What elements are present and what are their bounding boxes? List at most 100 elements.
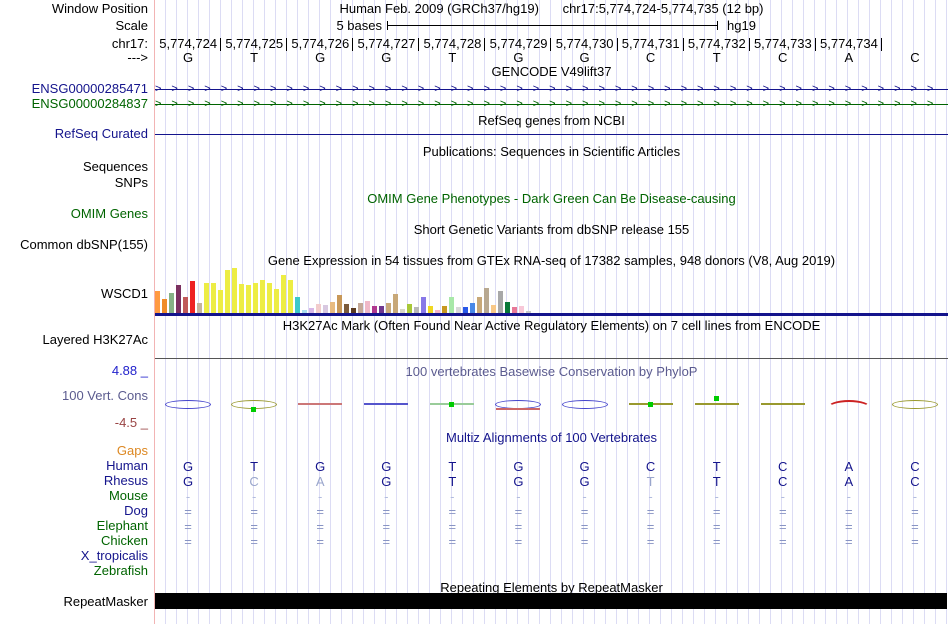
gtex-tissue-bar[interactable]: [302, 310, 307, 313]
gtex-tissue-bar[interactable]: [190, 281, 195, 313]
gtex-tissue-bar[interactable]: [449, 297, 454, 313]
gtex-tissue-bar[interactable]: [365, 301, 370, 313]
alignment-row-chicken[interactable]: = = = = = = = = = = = =: [155, 534, 948, 549]
conservation-glyph[interactable]: [221, 394, 287, 414]
layered-h3k27ac-label[interactable]: Layered H3K27Ac: [42, 332, 148, 347]
gtex-tissue-bar[interactable]: [407, 304, 412, 313]
conservation-glyph[interactable]: [485, 394, 551, 414]
gtex-tissue-bar[interactable]: [197, 303, 202, 313]
gtex-tissue-bar[interactable]: [400, 309, 405, 313]
alignment-row-zebrafish[interactable]: [155, 564, 948, 579]
gtex-tissue-bar[interactable]: [372, 306, 377, 313]
gtex-tissue-bar[interactable]: [526, 311, 531, 313]
species-label-zebrafish[interactable]: Zebrafish: [93, 563, 148, 578]
gtex-tissue-bar[interactable]: [253, 283, 258, 313]
gtex-tissue-bar[interactable]: [463, 307, 468, 313]
gtex-tissue-bar[interactable]: [323, 305, 328, 313]
gtex-tissue-bar[interactable]: [491, 305, 496, 313]
conservation-glyph[interactable]: [419, 394, 485, 414]
gtex-tissue-bar[interactable]: [421, 297, 426, 313]
gtex-tissue-bar[interactable]: [428, 306, 433, 313]
gtex-tissue-bar[interactable]: [316, 304, 321, 313]
gtex-tissue-bar[interactable]: [330, 302, 335, 313]
conservation-glyph[interactable]: [353, 394, 419, 414]
gtex-tissue-bar[interactable]: [295, 297, 300, 313]
alignment-row-gaps[interactable]: [155, 444, 948, 459]
repeatmasker-element-bar[interactable]: [155, 593, 947, 609]
gtex-tissue-bar[interactable]: [246, 285, 251, 313]
gene-model-line[interactable]: >>>>>>>>>>>>>>>>>>>>>>>>>>>>>>>>>>>>>>>>…: [155, 98, 948, 110]
gtex-tissue-bar[interactable]: [211, 283, 216, 313]
gtex-tissue-bar[interactable]: [512, 307, 517, 313]
gtex-tissue-bar[interactable]: [204, 283, 209, 313]
omim-genes-label[interactable]: OMIM Genes: [70, 206, 148, 221]
gtex-tissue-bar[interactable]: [309, 308, 314, 313]
gtex-tissue-bar[interactable]: [435, 310, 440, 313]
gene-model-line[interactable]: >>>>>>>>>>>>>>>>>>>>>>>>>>>>>>>>>>>>>>>>…: [155, 83, 948, 95]
species-label-mouse[interactable]: Mouse: [108, 488, 148, 503]
sequences-label[interactable]: Sequences: [82, 159, 148, 174]
gtex-tissue-bar[interactable]: [274, 289, 279, 313]
gtex-tissue-bar[interactable]: [281, 275, 286, 313]
alignment-row-x_tropicalis[interactable]: [155, 549, 948, 564]
alignment-row-elephant[interactable]: = = = = = = = = = = = =: [155, 519, 948, 534]
alignment-row-mouse[interactable]: ------------: [155, 489, 948, 504]
gtex-tissue-bar[interactable]: [351, 308, 356, 313]
species-label-x_tropicalis[interactable]: X_tropicalis: [80, 548, 148, 563]
conservation-glyph[interactable]: [155, 394, 221, 414]
gtex-tissue-bar[interactable]: [183, 297, 188, 313]
gtex-tissue-bar[interactable]: [358, 303, 363, 313]
conservation-glyph[interactable]: [882, 394, 948, 414]
conservation-track-label[interactable]: 100 Vert. Cons: [62, 388, 148, 403]
gene-label-ensg00000284837[interactable]: ENSG00000284837: [31, 96, 148, 111]
gtex-tissue-bar[interactable]: [225, 270, 230, 313]
species-label-rhesus[interactable]: Rhesus: [103, 473, 148, 488]
conservation-glyph[interactable]: [287, 394, 353, 414]
gtex-tissue-bar[interactable]: [239, 284, 244, 313]
gtex-tissue-bar[interactable]: [519, 306, 524, 313]
gtex-tissue-bar[interactable]: [414, 307, 419, 313]
species-label-gaps[interactable]: Gaps: [116, 443, 148, 458]
gtex-tissue-bar[interactable]: [162, 299, 167, 313]
gtex-tissue-bar[interactable]: [393, 294, 398, 313]
common-dbsnp-label[interactable]: Common dbSNP(155): [20, 237, 148, 252]
conservation-glyph[interactable]: [684, 394, 750, 414]
gtex-gene-label[interactable]: WSCD1: [101, 286, 148, 301]
gtex-tissue-bar[interactable]: [442, 306, 447, 313]
gtex-tissue-bar[interactable]: [260, 280, 265, 313]
gtex-tissue-bar[interactable]: [218, 290, 223, 313]
species-label-dog[interactable]: Dog: [124, 503, 148, 518]
gtex-tissue-bar[interactable]: [155, 291, 160, 313]
gene-label-ensg00000285471[interactable]: ENSG00000285471: [31, 81, 148, 96]
repeatmasker-label[interactable]: RepeatMasker: [63, 594, 148, 609]
conservation-glyph[interactable]: [618, 394, 684, 414]
conservation-glyph[interactable]: [816, 394, 882, 414]
h3k27ac-baseline[interactable]: [155, 358, 948, 359]
conservation-glyph[interactable]: [551, 394, 617, 414]
gtex-tissue-bar[interactable]: [344, 304, 349, 313]
gtex-tissue-bar[interactable]: [232, 268, 237, 313]
gtex-tissue-bar[interactable]: [484, 288, 489, 313]
gtex-tissue-bar[interactable]: [267, 283, 272, 313]
refseq-curated-label[interactable]: RefSeq Curated: [54, 126, 148, 141]
gtex-tissue-bar[interactable]: [477, 297, 482, 313]
gtex-tissue-bar[interactable]: [176, 285, 181, 313]
gtex-tissue-bar[interactable]: [470, 303, 475, 313]
gtex-tissue-bar[interactable]: [288, 280, 293, 313]
snps-label[interactable]: SNPs: [114, 175, 148, 190]
species-label-chicken[interactable]: Chicken: [101, 533, 148, 548]
species-label-elephant[interactable]: Elephant: [96, 518, 148, 533]
gtex-tissue-bar[interactable]: [505, 302, 510, 313]
gtex-tissue-bar[interactable]: [498, 291, 503, 313]
gtex-tissue-bar[interactable]: [379, 306, 384, 313]
species-label-human[interactable]: Human: [106, 458, 148, 473]
gtex-gene-model-line[interactable]: [155, 313, 948, 316]
conservation-glyph[interactable]: [750, 394, 816, 414]
gtex-tissue-bar[interactable]: [456, 307, 461, 313]
gtex-tissue-bar[interactable]: [386, 303, 391, 313]
alignment-row-dog[interactable]: = = = = = = = = = = = =: [155, 504, 948, 519]
refseq-gene-line[interactable]: [155, 134, 948, 135]
gtex-tissue-bar[interactable]: [337, 295, 342, 313]
